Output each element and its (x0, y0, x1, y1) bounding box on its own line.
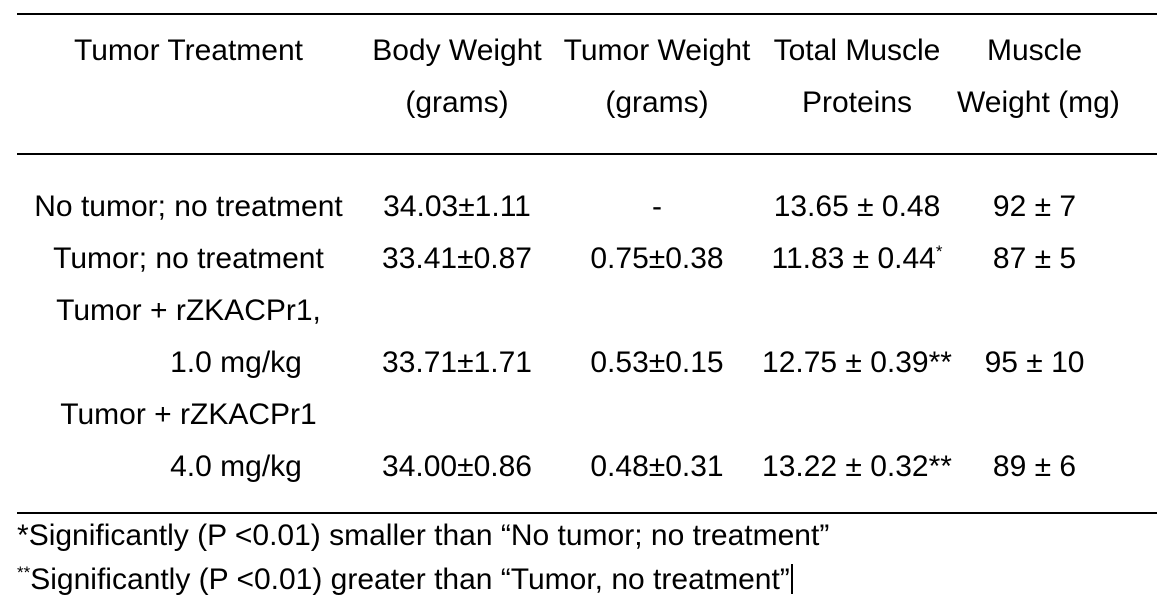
cell-empty (957, 285, 1157, 337)
significance-marker-sup: * (935, 242, 943, 261)
header-body-weight: Body Weight (grams) (357, 14, 557, 154)
muscle-proteins-value: 13.22 ± 0.32 (762, 450, 929, 483)
table-row: Tumor + rZKACPr1 (17, 389, 1157, 441)
table-row: 1.0 mg/kg 33.71±1.71 0.53±0.15 12.75 ± 0… (17, 337, 1157, 389)
table-row: 4.0 mg/kg 34.00±0.86 0.48±0.31 13.22 ± 0… (17, 441, 1157, 513)
header-body-weight-line2: (grams) (405, 86, 509, 119)
cell-treatment: Tumor; no treatment (53, 242, 324, 275)
cell-empty (957, 389, 1157, 441)
cell-body-weight: 34.03±1.11 (383, 190, 531, 223)
table-header: Tumor Treatment Body Weight (grams) Tumo… (17, 14, 1157, 154)
cell-treatment-group: Tumor + rZKACPr1, (56, 294, 321, 327)
cell-muscle-weight: 87 ± 5 (992, 242, 1077, 275)
text-cursor-caret (790, 564, 793, 594)
cell-body-weight: 33.71±1.71 (382, 346, 532, 379)
significance-marker: ** (928, 346, 952, 379)
header-body-weight-line1: Body Weight (372, 34, 542, 67)
footnote-text: Significantly (P <0.01) smaller than “No… (28, 519, 830, 552)
cell-muscle-weight: 89 ± 6 (992, 450, 1077, 483)
table-row: Tumor; no treatment 33.41±0.87 0.75±0.38… (17, 233, 1157, 285)
cell-treatment-dose: 1.0 mg/kg (170, 346, 302, 379)
cell-treatment-dose: 4.0 mg/kg (170, 450, 302, 483)
cell-body-weight: 34.00±0.86 (382, 450, 532, 483)
header-tumor-weight-line1: Tumor Weight (563, 34, 751, 67)
header-tumor-weight-line2: (grams) (605, 86, 709, 119)
header-tumor-treatment-line2 (20, 77, 357, 129)
footnotes: *Significantly (P <0.01) smaller than “N… (17, 514, 1175, 602)
header-muscle-proteins-line2: Proteins (801, 86, 913, 119)
table-row: Tumor + rZKACPr1, (17, 285, 1157, 337)
footnote-text: Significantly (P <0.01) greater than “Tu… (30, 563, 790, 596)
cell-treatment-group: Tumor + rZKACPr1 (60, 398, 317, 431)
cell-muscle-proteins: 11.83 ± 0.44* (757, 233, 957, 285)
footnote-smaller-than: *Significantly (P <0.01) smaller than “N… (17, 514, 1175, 558)
cell-muscle-proteins: 12.75 ± 0.39** (757, 337, 957, 389)
table-row: No tumor; no treatment 34.03±1.11 - 13.6… (17, 154, 1157, 233)
cell-muscle-proteins: 13.22 ± 0.32** (757, 441, 957, 513)
cell-empty (557, 389, 757, 441)
cell-muscle-proteins: 13.65 ± 0.48 (757, 154, 957, 233)
muscle-proteins-value: 12.75 ± 0.39 (762, 346, 929, 379)
significance-marker: ** (928, 450, 952, 483)
cell-muscle-weight: 92 ± 7 (992, 190, 1077, 223)
header-tumor-treatment: Tumor Treatment (17, 14, 357, 154)
footnote-marker-sup: ** (17, 563, 31, 582)
header-row: Tumor Treatment Body Weight (grams) Tumo… (17, 14, 1157, 154)
header-muscle-proteins: Total Muscle Proteins (757, 14, 957, 154)
table-body: No tumor; no treatment 34.03±1.11 - 13.6… (17, 154, 1157, 513)
cell-body-weight: 33.41±0.87 (382, 242, 532, 275)
cell-tumor-weight: 0.75±0.38 (590, 242, 724, 275)
cell-empty (357, 285, 557, 337)
cell-empty (757, 285, 957, 337)
header-tumor-weight: Tumor Weight (grams) (557, 14, 757, 154)
cell-treatment: No tumor; no treatment (34, 190, 343, 223)
header-muscle-weight-line1: Muscle (986, 34, 1083, 67)
cell-tumor-weight: 0.53±0.15 (590, 346, 724, 379)
cell-empty (357, 389, 557, 441)
cell-muscle-weight: 95 ± 10 (984, 346, 1085, 379)
muscle-proteins-value: 11.83 ± 0.44 (771, 242, 936, 275)
footnote-greater-than: **Significantly (P <0.01) greater than “… (17, 558, 1175, 602)
cell-tumor-weight: - (652, 190, 662, 223)
cell-empty (757, 389, 957, 441)
cell-tumor-weight: 0.48±0.31 (590, 450, 724, 483)
results-table: Tumor Treatment Body Weight (grams) Tumo… (17, 13, 1157, 514)
header-muscle-proteins-line1: Total Muscle (773, 34, 941, 67)
footnote-marker: * (17, 519, 29, 552)
cell-empty (557, 285, 757, 337)
header-tumor-treatment-line1: Tumor Treatment (74, 34, 303, 67)
muscle-proteins-value: 13.65 ± 0.48 (773, 190, 941, 223)
header-muscle-weight-line2: Weight (mg) (957, 86, 1120, 119)
header-muscle-weight: Muscle Weight (mg) (957, 14, 1157, 154)
